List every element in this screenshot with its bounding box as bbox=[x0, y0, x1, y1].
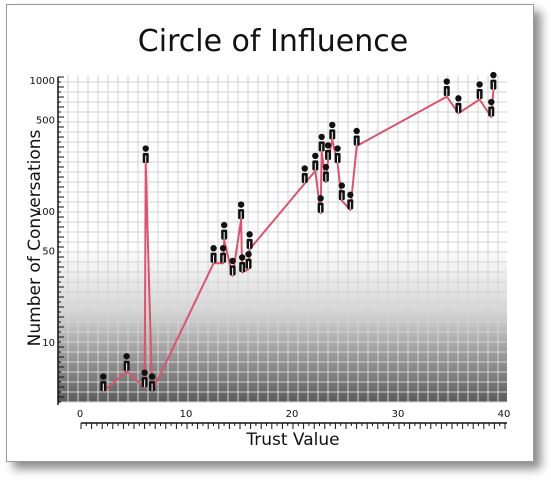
person-icon bbox=[324, 142, 332, 160]
series bbox=[102, 90, 495, 393]
x-tick-label: 20 bbox=[286, 409, 299, 420]
plot-grid bbox=[57, 75, 507, 403]
person-icon bbox=[318, 133, 325, 152]
person-icon bbox=[301, 165, 308, 183]
person-icon bbox=[329, 121, 336, 140]
y-tick-label: 1000 bbox=[30, 76, 55, 87]
person-icon bbox=[476, 81, 483, 99]
axes bbox=[57, 76, 507, 429]
person-icon bbox=[237, 201, 245, 220]
person-icon bbox=[238, 254, 246, 272]
markers bbox=[100, 71, 497, 392]
person-icon bbox=[353, 127, 360, 146]
chart-title: Circle of Influence bbox=[138, 24, 408, 59]
person-icon bbox=[317, 195, 324, 213]
series-line bbox=[102, 90, 495, 393]
y-tick-label: 500 bbox=[36, 115, 55, 126]
person-icon bbox=[123, 353, 130, 371]
y-tick-label: 50 bbox=[42, 246, 55, 257]
x-tick-label: 30 bbox=[392, 409, 405, 420]
person-icon bbox=[488, 98, 495, 117]
person-icon bbox=[312, 152, 319, 171]
person-icon bbox=[322, 163, 330, 182]
person-icon bbox=[455, 95, 462, 113]
x-axis-label: Trust Value bbox=[245, 430, 339, 450]
person-icon bbox=[148, 373, 156, 392]
chart: Circle of Influence 10 50 100 500 1000 0 10 20 3… bbox=[25, 24, 511, 450]
person-icon bbox=[443, 78, 450, 97]
person-icon bbox=[142, 145, 149, 164]
chart-card: Circle of Influence 10 50 100 500 1000 0 10 20 3… bbox=[6, 4, 534, 462]
person-icon bbox=[219, 244, 227, 263]
person-icon bbox=[100, 373, 107, 392]
person-icon bbox=[490, 71, 497, 90]
person-icon bbox=[246, 231, 253, 249]
plot-background bbox=[58, 75, 507, 402]
person-icon bbox=[334, 145, 341, 164]
person-icon bbox=[220, 221, 228, 240]
x-tick-label: 40 bbox=[498, 409, 511, 420]
person-icon bbox=[347, 191, 354, 210]
x-tick-label: 10 bbox=[180, 409, 193, 420]
x-tick-label: 0 bbox=[77, 409, 83, 420]
y-axis-label: Number of Conversations bbox=[25, 129, 45, 346]
y-tick-label: 100 bbox=[36, 207, 55, 218]
y-tick-label: 10 bbox=[42, 338, 55, 349]
person-icon bbox=[210, 244, 217, 263]
tick-labels: 10 50 100 500 1000 0 10 20 30 40 bbox=[30, 76, 511, 420]
person-icon bbox=[141, 369, 148, 388]
person-icon bbox=[229, 257, 236, 276]
person-icon bbox=[338, 182, 346, 201]
person-icon bbox=[245, 250, 252, 269]
